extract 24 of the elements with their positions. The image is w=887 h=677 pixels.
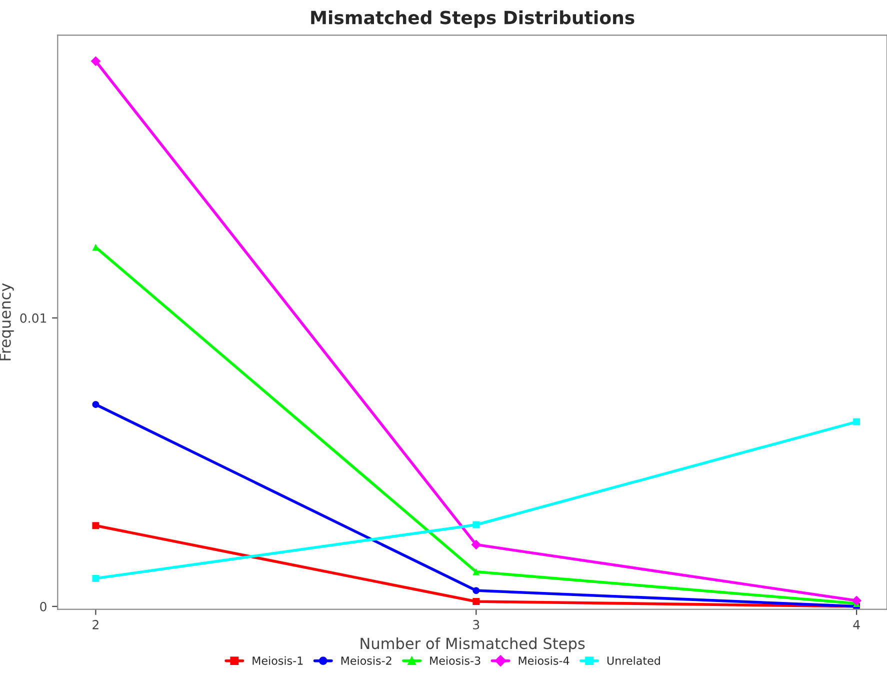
x-tick-label: 4 xyxy=(853,620,860,630)
legend-label: Meiosis-3 xyxy=(430,656,480,665)
legend-label: Unrelated xyxy=(607,656,660,665)
legend-label: Meiosis-2 xyxy=(341,656,392,665)
point xyxy=(472,587,480,594)
legend-label: Meiosis-4 xyxy=(518,656,570,665)
y-tick-label: 0 xyxy=(40,602,46,612)
point xyxy=(90,56,101,66)
y-tick-label: 0.01 xyxy=(20,313,46,323)
chart-title: Mismatched Steps Distributions xyxy=(311,10,634,28)
legend-label: Meiosis-1 xyxy=(252,656,303,665)
point xyxy=(92,522,100,530)
x-tick-label: 3 xyxy=(473,620,480,630)
point xyxy=(92,574,100,582)
point xyxy=(852,596,862,606)
point xyxy=(472,568,480,576)
point xyxy=(92,401,100,408)
x-axis-title: Number of Mismatched Steps xyxy=(360,637,585,652)
point xyxy=(853,418,860,426)
point xyxy=(472,521,480,528)
point xyxy=(472,598,480,605)
x-tick-label: 2 xyxy=(92,620,98,630)
y-axis-title: Frequency xyxy=(0,283,14,360)
point xyxy=(471,540,482,550)
